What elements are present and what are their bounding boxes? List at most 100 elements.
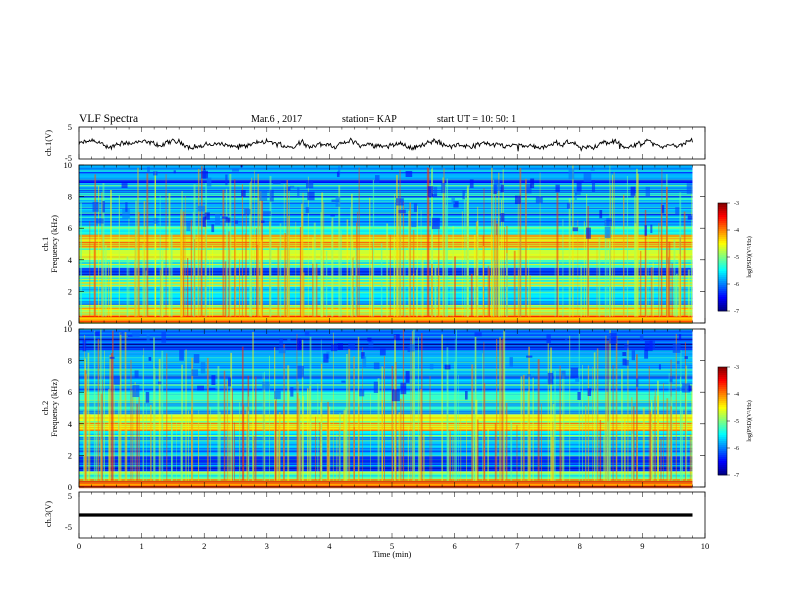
ch2-spec-spheric bbox=[247, 411, 250, 481]
ch1-colorbar-gradient-step bbox=[718, 295, 727, 298]
ch1-spec-streak bbox=[79, 192, 693, 194]
ch2-colorbar-gradient-step bbox=[718, 401, 727, 404]
ch1-spec-spheric bbox=[493, 219, 496, 317]
ch2-spec-streak bbox=[79, 455, 693, 457]
ch1-spec-spheric bbox=[587, 206, 589, 317]
ch1-spec-quiet-patch bbox=[462, 190, 465, 200]
ch2-spec-streak bbox=[79, 349, 693, 351]
ch1-spec-spheric bbox=[438, 275, 441, 317]
ch1-spec-spheric bbox=[518, 269, 520, 317]
ch2-spec-spheric bbox=[652, 433, 654, 481]
ch1-spec-spheric bbox=[395, 174, 398, 317]
ch2-spec-streak bbox=[79, 417, 693, 419]
ch2-spec-ytick-label: 4 bbox=[68, 419, 73, 429]
ch2-spec-spheric bbox=[320, 402, 322, 481]
ch1-spec-spheric bbox=[244, 275, 246, 317]
ch2-spec-quiet-patch bbox=[279, 337, 283, 348]
ch1-spec-streak bbox=[79, 262, 693, 264]
ch2-colorbar-gradient-step bbox=[718, 425, 727, 428]
ch1-spec-streak bbox=[79, 308, 693, 311]
ch2-spec-streak bbox=[79, 374, 693, 376]
ch2-colorbar-gradient-step bbox=[718, 413, 727, 416]
ch1-spec-streak bbox=[79, 212, 693, 214]
ch2-spec-spheric bbox=[607, 421, 609, 481]
ch2-spec-spheric bbox=[153, 337, 155, 481]
ch2-spec-spheric bbox=[685, 365, 688, 481]
ch1-spec-spheric bbox=[461, 211, 463, 317]
ch1-spec-streak bbox=[79, 263, 693, 266]
ch1-spec-spheric bbox=[350, 207, 352, 317]
ch1-spec-quiet-patch bbox=[125, 202, 128, 212]
ch2-spec-spheric bbox=[446, 347, 449, 481]
start-time-label: start UT = 10: 50: 1 bbox=[437, 114, 516, 125]
ch2-spec-spheric bbox=[654, 396, 656, 481]
ch1-spec-quiet-patch bbox=[568, 168, 575, 180]
ch2-spec-spheric bbox=[502, 338, 504, 481]
ch1-spec-streak bbox=[79, 178, 693, 180]
ch2-colorbar-gradient-step bbox=[718, 439, 727, 442]
ch2-spec-streak bbox=[79, 426, 693, 429]
ch2-spec-quiet-patch bbox=[684, 356, 688, 359]
ch2-spec-quiet-patch bbox=[561, 370, 566, 379]
ch2-spectrogram-panel: 0 2 4 6 8 10 ch.2 Frequency (kHz) -3 -4 -5 -6 -7 l… bbox=[40, 324, 753, 492]
ch1-colorbar-gradient-step bbox=[718, 239, 727, 242]
ch1-colorbar-gradient-step bbox=[718, 305, 727, 308]
ch2-spec-spheric bbox=[423, 433, 425, 481]
ch1-spec-spheric bbox=[580, 265, 583, 317]
ch1-spec-spheric bbox=[636, 168, 638, 317]
ch2-spec-spheric bbox=[563, 372, 565, 481]
ch2-spec-quiet-patch bbox=[161, 332, 167, 343]
ch2-spec-streak bbox=[79, 451, 693, 454]
ch1-spec-quiet-patch bbox=[336, 171, 340, 178]
ch1-spec-quiet-patch bbox=[206, 177, 212, 187]
ch1-spec-streak bbox=[79, 167, 693, 169]
ch2-colorbar-gradient-step bbox=[718, 403, 727, 406]
ch1-spec-spheric bbox=[426, 167, 429, 317]
ch1-spec-spheric bbox=[331, 221, 333, 317]
ch2-colorbar-tick-label: -7 bbox=[734, 473, 739, 479]
ch1-spec-spheric bbox=[671, 263, 673, 317]
ch2-spec-quiet-patch bbox=[131, 332, 140, 338]
ch1-spec-streak bbox=[79, 291, 693, 293]
ch1-spec-spheric bbox=[613, 172, 615, 317]
ch2-spec-streak bbox=[79, 475, 693, 477]
ch2-spec-spheric bbox=[138, 396, 140, 481]
ch2-spec-spheric bbox=[650, 402, 653, 481]
ch2-spec-spheric bbox=[483, 341, 485, 481]
ch1-spec-spheric bbox=[146, 173, 149, 317]
ch1-spec-spheric bbox=[445, 205, 447, 317]
ch1-spec-quiet-patch bbox=[687, 215, 694, 220]
ch2-spec-quiet-patch bbox=[672, 343, 681, 353]
ch2-spec-spheric bbox=[604, 419, 606, 481]
ch2-spec-spheric bbox=[95, 431, 98, 481]
ch1-spec-spheric bbox=[609, 165, 611, 317]
ch2-spec-spheric bbox=[407, 425, 409, 481]
ch1-spec-spheric bbox=[184, 195, 186, 317]
ch1-spec-spheric bbox=[192, 212, 194, 317]
ch2-spec-streak bbox=[79, 345, 693, 347]
ch1-spec-quiet-patch bbox=[411, 221, 417, 228]
ch2-spec-quiet-patch bbox=[200, 362, 206, 374]
ch2-spec-spheric bbox=[554, 370, 556, 481]
ch2-colorbar-gradient-step bbox=[718, 419, 727, 422]
ch1-colorbar-gradient-step bbox=[718, 255, 727, 258]
ch1-spec-quiet-patch bbox=[453, 201, 459, 208]
ch2-spec-spheric bbox=[551, 436, 554, 481]
ch2-spec-spheric bbox=[569, 335, 571, 481]
ch1-spec-spheric bbox=[312, 263, 314, 317]
ch2-spec-spheric bbox=[233, 423, 235, 481]
ch2-spec-streak bbox=[79, 409, 693, 411]
ch1-spec-spheric bbox=[250, 268, 252, 317]
ch1-spec-quiet-patch bbox=[259, 189, 268, 201]
ch1-spec-streak bbox=[79, 175, 693, 177]
ch1-colorbar-gradient-step bbox=[718, 215, 727, 218]
ch2-spec-streak bbox=[79, 480, 693, 482]
ch1-colorbar-gradient-step bbox=[718, 219, 727, 222]
ch2-colorbar-gradient-step bbox=[718, 431, 727, 434]
ch2-spec-spheric bbox=[130, 359, 132, 481]
ch1-colorbar-gradient-step bbox=[718, 229, 727, 232]
ch1-colorbar-tick-label: -7 bbox=[734, 309, 739, 315]
ch1-spec-quiet-patch bbox=[398, 209, 406, 214]
ch1-colorbar-gradient-step bbox=[718, 269, 727, 272]
ch2-spec-quiet-patch bbox=[287, 338, 291, 342]
